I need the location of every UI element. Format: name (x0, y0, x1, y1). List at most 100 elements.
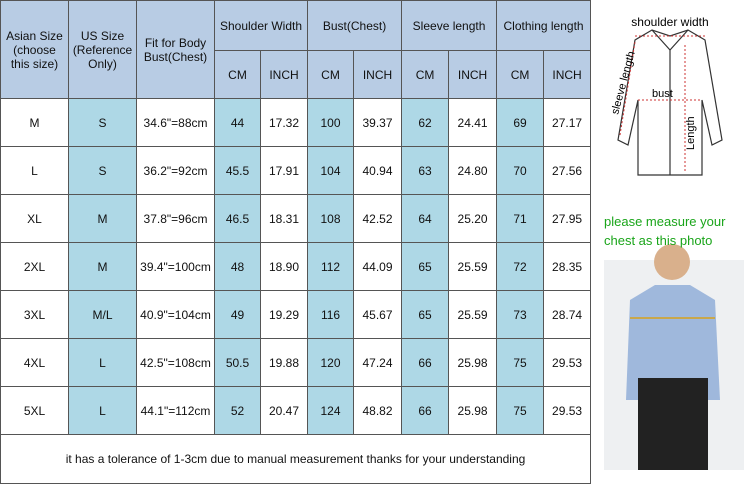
note-row: it has a tolerance of 1-3cm due to manua… (0, 434, 592, 484)
table-cell: 5XL (0, 386, 69, 435)
size-row: XL M 37.8"=96cm 46.5 18.31 108 42.52 64 25.20 71 2… (0, 194, 592, 243)
table-cell: 44.09 (353, 242, 403, 291)
table-cell: 120 (307, 338, 355, 387)
size-row: 2XL M 39.4"=100cm 48 18.90 112 44.09 65 25.59 72 2… (0, 242, 592, 291)
table-cell: 72 (496, 242, 545, 291)
table-cell: 4XL (0, 338, 69, 387)
label-length: Length (685, 116, 697, 150)
table-cell: 37.8"=96cm (136, 194, 215, 243)
header-cell: Shoulder Width (213, 0, 309, 51)
illustration-panel: shoulder width bust sleeve length Length… (590, 0, 750, 483)
table-cell: 25.59 (448, 290, 498, 339)
table-cell: S (68, 146, 137, 195)
table-cell: 108 (307, 194, 355, 243)
table-cell: 34.6"=88cm (136, 98, 215, 147)
table-cell: 65 (401, 242, 450, 291)
table-cell: 29.53 (543, 338, 592, 387)
table-cell: 24.41 (448, 98, 498, 147)
table-cell: 75 (496, 386, 545, 435)
table-cell: 44 (214, 98, 261, 147)
table-cell: 25.98 (448, 338, 498, 387)
size-row: M S 34.6"=88cm 44 17.32 100 39.37 62 24.41 69 27.1… (0, 98, 592, 147)
table-cell: 25.20 (448, 194, 498, 243)
table-cell: 48.82 (353, 386, 403, 435)
table-cell: M/L (68, 290, 137, 339)
table-cell: M (68, 194, 137, 243)
label-sleeve: sleeve length (609, 50, 637, 116)
table-cell: 39.4"=100cm (136, 242, 215, 291)
unit-cell: INCH (543, 50, 592, 99)
table-cell: 3XL (0, 290, 69, 339)
table-cell: 18.90 (259, 242, 309, 291)
table-cell: 52 (214, 386, 261, 435)
label-shoulder: shoulder width (631, 15, 708, 29)
table-cell: 73 (496, 290, 545, 339)
table-cell: XL (0, 194, 69, 243)
note: it has a tolerance of 1-3cm due to manua… (0, 434, 592, 484)
table-cell: 39.37 (353, 98, 403, 147)
unit-cell: INCH (353, 50, 403, 99)
illustrations: shoulder width bust sleeve length Length (604, 15, 744, 470)
table-cell: M (68, 242, 137, 291)
table-cell: S (68, 98, 137, 147)
table-cell: 112 (307, 242, 355, 291)
unit-cell: CM (307, 50, 355, 99)
table-cell: 47.24 (353, 338, 403, 387)
table-cell: L (0, 146, 69, 195)
table-cell: 42.5"=108cm (136, 338, 215, 387)
table-cell: 27.56 (543, 146, 592, 195)
table-cell: 46.5 (214, 194, 261, 243)
header-cell: Bust(Chest) (307, 0, 403, 51)
table-cell: 75 (496, 338, 545, 387)
table-cell: 45.5 (214, 146, 261, 195)
table-cell: 65 (401, 290, 450, 339)
table-cell: M (0, 98, 69, 147)
size-row: 4XL L 42.5"=108cm 50.5 19.88 120 47.24 66 25.98 7… (0, 338, 592, 387)
table-cell: 19.88 (259, 338, 309, 387)
label-bust: bust (652, 88, 673, 100)
table-cell: 40.9"=104cm (136, 290, 215, 339)
table-cell: 27.17 (543, 98, 592, 147)
table-cell: 69 (496, 98, 545, 147)
table-cell: 40.94 (353, 146, 403, 195)
table-cell: 18.31 (259, 194, 309, 243)
table-cell: L (68, 386, 137, 435)
table-cell: 63 (401, 146, 450, 195)
unit-cell: CM (401, 50, 450, 99)
size-row: L S 36.2"=92cm 45.5 17.91 104 40.94 63 24.80 70 27… (0, 146, 592, 195)
header-cell: Sleeve length (401, 0, 498, 51)
table-cell: L (68, 338, 137, 387)
size-row: 3XL M/L 40.9"=104cm 49 19.29 116 45.67 65 25.59 7… (0, 290, 592, 339)
table-cell: 29.53 (543, 386, 592, 435)
unit-cell: CM (496, 50, 545, 99)
table-cell: 62 (401, 98, 450, 147)
table-cell: 36.2"=92cm (136, 146, 215, 195)
table-cell: 48 (214, 242, 261, 291)
table-cell: 28.74 (543, 290, 592, 339)
photo-shirt (626, 285, 720, 400)
table-cell: 66 (401, 386, 450, 435)
table-cell: 28.35 (543, 242, 592, 291)
table-cell: 44.1"=112cm (136, 386, 215, 435)
table-cell: 71 (496, 194, 545, 243)
table-cell: 25.59 (448, 242, 498, 291)
table-cell: 17.32 (259, 98, 309, 147)
unit-cell: INCH (448, 50, 498, 99)
table-cell: 17.91 (259, 146, 309, 195)
table-cell: 20.47 (259, 386, 309, 435)
table-cell: 42.52 (353, 194, 403, 243)
instruction: please measure your chest as this photo (604, 214, 726, 248)
table-cell: 45.67 (353, 290, 403, 339)
table-cell: 25.98 (448, 386, 498, 435)
table-cell: 50.5 (214, 338, 261, 387)
table-cell: 124 (307, 386, 355, 435)
size-table: Asian Size (choose this size) US Size (Re… (0, 0, 592, 484)
table-cell: 116 (307, 290, 355, 339)
table-cell: 100 (307, 98, 355, 147)
table-cell: 19.29 (259, 290, 309, 339)
unit-cell: CM (214, 50, 261, 99)
header-cell: Fit for Body Bust(Chest) (136, 0, 215, 99)
unit-cell: INCH (259, 50, 309, 99)
table-cell: 66 (401, 338, 450, 387)
